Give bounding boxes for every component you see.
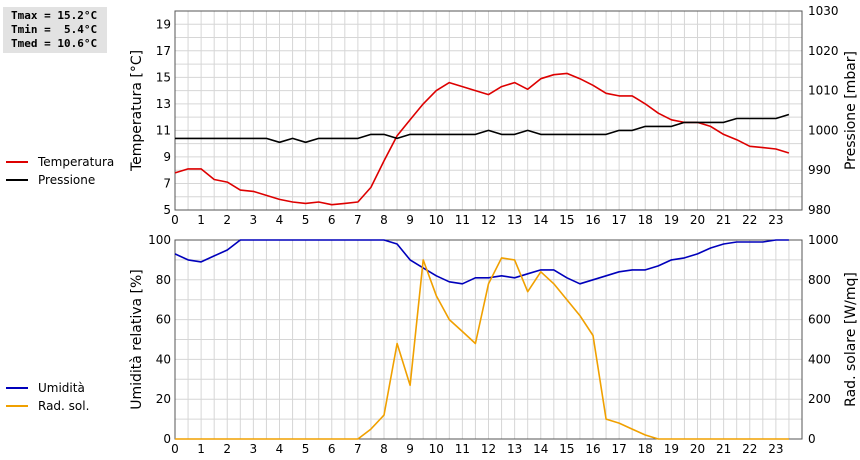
x-tick-label: 16 bbox=[585, 213, 600, 227]
x-tick-label: 2 bbox=[223, 213, 231, 227]
x-tick-label: 0 bbox=[171, 442, 179, 456]
x-tick-label: 19 bbox=[664, 213, 679, 227]
y-right-tick-label: 980 bbox=[808, 203, 831, 217]
x-tick-label: 0 bbox=[171, 213, 179, 227]
y-right-tick-label: 600 bbox=[808, 313, 831, 327]
x-tick-label: 18 bbox=[638, 213, 653, 227]
x-tick-label: 21 bbox=[716, 442, 731, 456]
y-right-tick-label: 1020 bbox=[808, 44, 839, 58]
y-left-tick-label: 0 bbox=[163, 432, 171, 446]
x-tick-label: 9 bbox=[406, 213, 414, 227]
y-left-tick-label: 80 bbox=[156, 273, 171, 287]
y-left-axis-label: Umidità relativa [%] bbox=[129, 269, 145, 410]
x-tick-label: 11 bbox=[455, 442, 470, 456]
x-tick-label: 8 bbox=[380, 442, 388, 456]
x-tick-label: 21 bbox=[716, 213, 731, 227]
y-right-tick-label: 400 bbox=[808, 352, 831, 366]
x-tick-label: 4 bbox=[276, 442, 284, 456]
series-line-pressione bbox=[175, 113, 790, 144]
legend-label: Rad. sol. bbox=[38, 399, 89, 413]
y-left-tick-label: 20 bbox=[156, 392, 171, 406]
x-tick-label: 7 bbox=[354, 213, 362, 227]
x-tick-label: 13 bbox=[507, 442, 522, 456]
legend-label: Pressione bbox=[38, 173, 95, 187]
x-tick-label: 6 bbox=[328, 213, 336, 227]
x-tick-label: 12 bbox=[481, 442, 496, 456]
tmed-text: Tmed = 10.6°C bbox=[11, 37, 98, 50]
y-left-tick-label: 9 bbox=[163, 150, 171, 164]
x-tick-label: 5 bbox=[302, 213, 310, 227]
x-tick-label: 10 bbox=[429, 442, 444, 456]
legend-label: Temperatura bbox=[37, 155, 114, 169]
y-left-tick-label: 19 bbox=[156, 17, 171, 31]
x-tick-label: 23 bbox=[768, 213, 783, 227]
x-tick-label: 20 bbox=[690, 442, 705, 456]
y-right-tick-label: 200 bbox=[808, 392, 831, 406]
y-right-tick-label: 800 bbox=[808, 273, 831, 287]
x-tick-label: 13 bbox=[507, 213, 522, 227]
y-left-tick-label: 100 bbox=[148, 233, 171, 247]
plot-frame bbox=[174, 10, 803, 211]
x-tick-label: 3 bbox=[250, 442, 258, 456]
y-left-tick-label: 11 bbox=[156, 123, 171, 137]
y-right-tick-label: 1030 bbox=[808, 4, 839, 18]
y-left-tick-label: 13 bbox=[156, 97, 171, 111]
y-left-tick-label: 7 bbox=[163, 176, 171, 190]
x-tick-label: 5 bbox=[302, 442, 310, 456]
x-tick-label: 1 bbox=[197, 442, 205, 456]
stats-box: Tmax = 15.2°C Tmin = 5.4°C Tmed = 10.6°C bbox=[3, 7, 107, 53]
tmax-text: Tmax = 15.2°C bbox=[11, 9, 98, 22]
y-right-axis-label: Pressione [mbar] bbox=[843, 51, 859, 170]
y-left-tick-label: 15 bbox=[156, 70, 171, 84]
y-right-tick-label: 1010 bbox=[808, 84, 839, 98]
x-tick-label: 22 bbox=[742, 213, 757, 227]
humidity-radiation-panel: 0 1 2 3 4 5 6 7 8 9 10 11 12 13 14 15 16 17 18 19 20 21 22 2302… bbox=[6, 233, 859, 456]
tmin-text: Tmin = 5.4°C bbox=[11, 23, 98, 36]
y-right-tick-label: 1000 bbox=[808, 123, 839, 137]
x-tick-label: 12 bbox=[481, 213, 496, 227]
x-tick-label: 14 bbox=[533, 213, 548, 227]
x-tick-label: 4 bbox=[276, 213, 284, 227]
x-tick-label: 20 bbox=[690, 213, 705, 227]
x-tick-label: 23 bbox=[768, 442, 783, 456]
x-tick-label: 1 bbox=[197, 213, 205, 227]
y-right-tick-label: 0 bbox=[808, 432, 816, 446]
x-tick-label: 22 bbox=[742, 442, 757, 456]
y-left-axis-label: Temperatura [°C] bbox=[129, 50, 145, 172]
y-right-axis-label: Rad. solare [W/mq] bbox=[843, 272, 859, 407]
x-tick-label: 17 bbox=[611, 442, 626, 456]
y-left-tick-label: 40 bbox=[156, 352, 171, 366]
series-line-umidit bbox=[174, 239, 789, 285]
x-tick-label: 2 bbox=[223, 442, 231, 456]
x-tick-label: 18 bbox=[638, 442, 653, 456]
x-tick-label: 3 bbox=[250, 213, 258, 227]
series-line-rad-sol bbox=[175, 257, 789, 440]
x-tick-label: 8 bbox=[380, 213, 388, 227]
x-tick-label: 7 bbox=[354, 442, 362, 456]
x-tick-label: 19 bbox=[664, 442, 679, 456]
x-tick-label: 15 bbox=[559, 442, 574, 456]
x-tick-label: 11 bbox=[455, 213, 470, 227]
y-left-tick-label: 17 bbox=[156, 44, 171, 58]
x-tick-label: 17 bbox=[611, 213, 626, 227]
temperature-pressure-panel: 0 1 2 3 4 5 6 7 8 9 10 11 12 13 14 15 16 17 18 19 20 21 22 2357… bbox=[6, 4, 859, 227]
y-right-tick-label: 1000 bbox=[808, 233, 839, 247]
y-left-tick-label: 5 bbox=[163, 203, 171, 217]
x-tick-label: 15 bbox=[559, 213, 574, 227]
legend-label: Umidità bbox=[38, 381, 85, 395]
x-tick-label: 6 bbox=[328, 442, 336, 456]
y-right-tick-label: 990 bbox=[808, 163, 831, 177]
x-tick-label: 10 bbox=[429, 213, 444, 227]
x-tick-label: 14 bbox=[533, 442, 548, 456]
y-left-tick-label: 60 bbox=[156, 313, 171, 327]
x-tick-label: 16 bbox=[585, 442, 600, 456]
plot-frame bbox=[174, 239, 803, 440]
x-tick-label: 9 bbox=[406, 442, 414, 456]
